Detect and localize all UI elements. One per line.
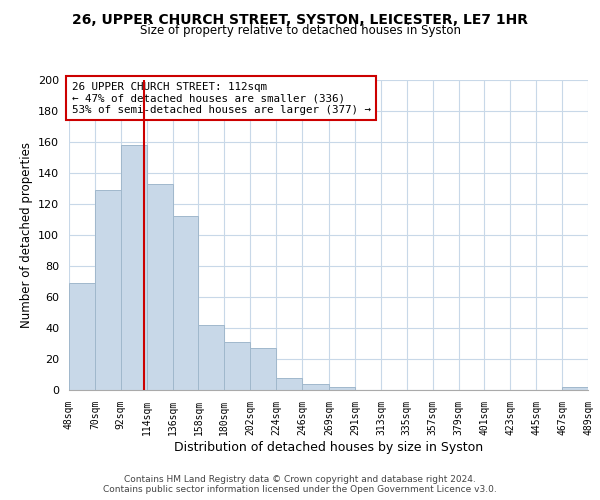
Bar [199,325,224,390]
X-axis label: Distribution of detached houses by size in Syston: Distribution of detached houses by size … [174,440,483,454]
Bar [69,283,95,390]
Bar [95,190,121,390]
Text: Contains HM Land Registry data © Crown copyright and database right 2024.
Contai: Contains HM Land Registry data © Crown c… [103,474,497,494]
Text: 26 UPPER CHURCH STREET: 112sqm
← 47% of detached houses are smaller (336)
53% of: 26 UPPER CHURCH STREET: 112sqm ← 47% of … [71,82,371,115]
Bar [173,216,199,390]
Bar [121,145,146,390]
Bar [250,348,276,390]
Bar [146,184,173,390]
Bar [224,342,250,390]
Bar [302,384,329,390]
Text: Size of property relative to detached houses in Syston: Size of property relative to detached ho… [139,24,461,37]
Bar [329,387,355,390]
Bar [562,387,588,390]
Text: 26, UPPER CHURCH STREET, SYSTON, LEICESTER, LE7 1HR: 26, UPPER CHURCH STREET, SYSTON, LEICEST… [72,12,528,26]
Bar [276,378,302,390]
Y-axis label: Number of detached properties: Number of detached properties [20,142,32,328]
